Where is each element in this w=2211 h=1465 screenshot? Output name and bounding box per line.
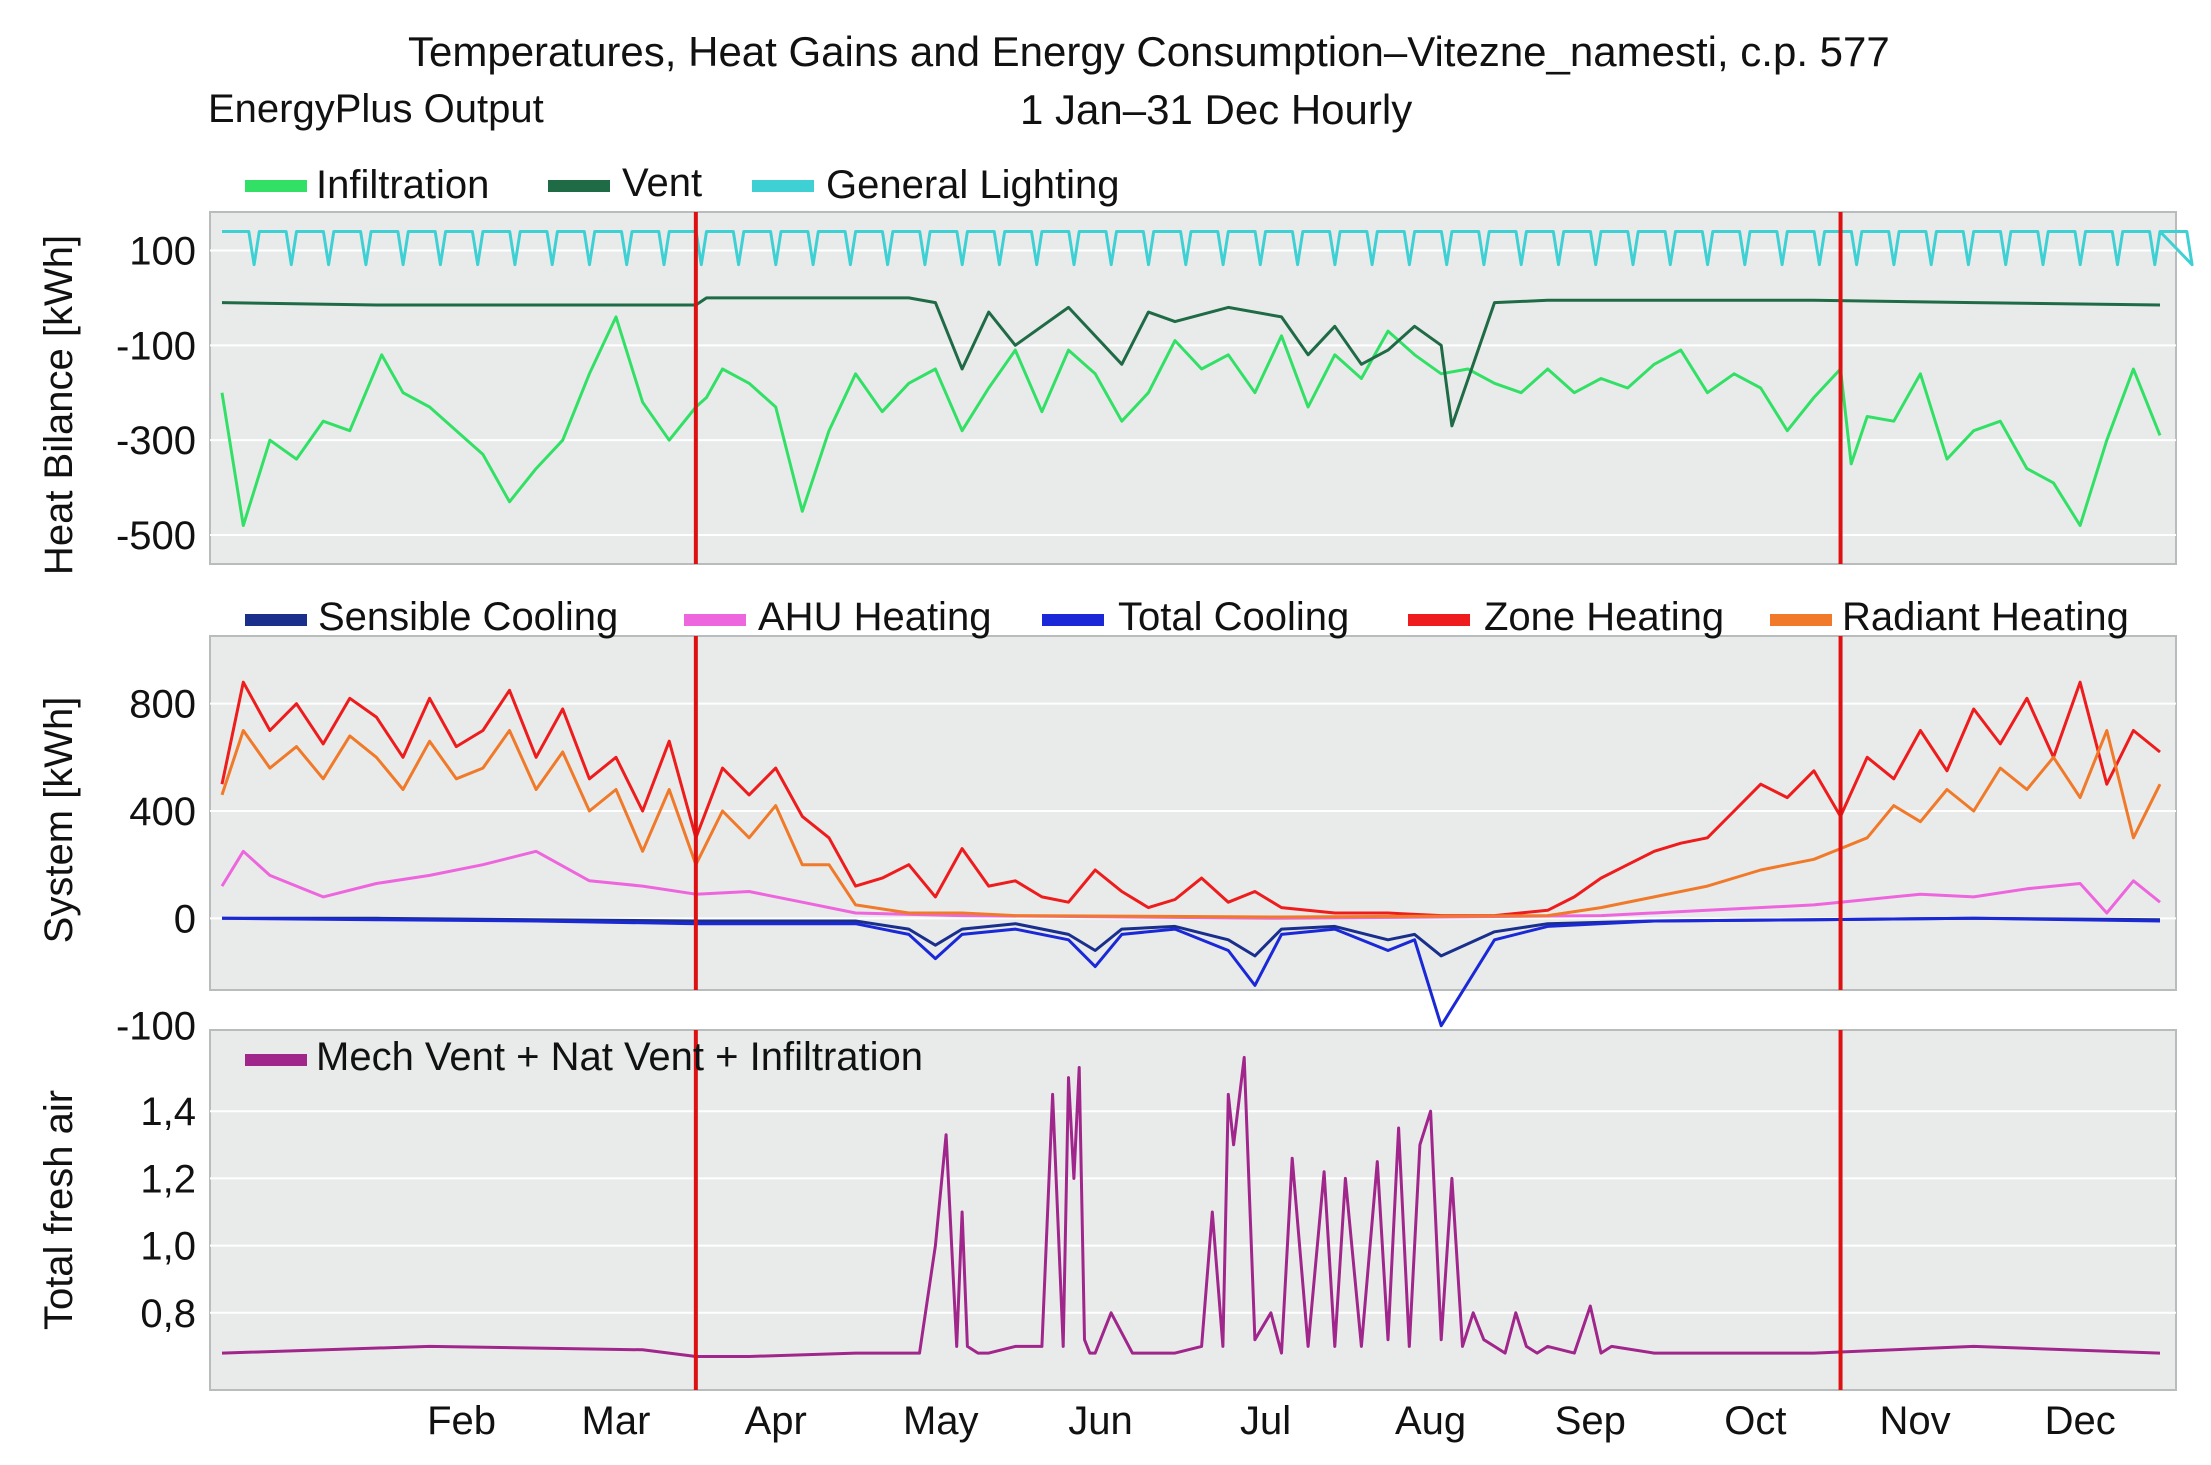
y-tick-label: 0,8 — [140, 1292, 196, 1336]
series-total-cooling — [221, 916, 2161, 1028]
y-tick-label: -300 — [116, 419, 196, 463]
fresh-air-series — [221, 1055, 2161, 1358]
legend-swatch-fresh-air — [245, 1054, 307, 1066]
y-tick-label: 400 — [129, 790, 196, 834]
legend-swatch-ahu-heating — [684, 614, 746, 626]
y-tick-label: 100 — [129, 229, 196, 273]
legend-label-zone-heating: Zone Heating — [1484, 595, 1724, 639]
y-tick-label: 0 — [174, 897, 196, 941]
series-vent — [221, 296, 2161, 428]
system-markers — [693, 636, 1843, 990]
heat-balance-grid — [210, 249, 2176, 537]
heat-balance-ylabel: Heat Bilance [kWh] — [37, 235, 81, 575]
heat-balance-y-ticks: 100 -100 -300 -500 — [116, 229, 196, 558]
legend-swatch-vent — [548, 180, 610, 192]
legend-label-sensible-cooling: Sensible Cooling — [318, 595, 618, 639]
legend-label-radiant-heating: Radiant Heating — [1842, 595, 2129, 639]
chart-source: EnergyPlus Output — [208, 87, 544, 131]
heat-balance-series — [220, 230, 2194, 527]
fresh-air-ylabel: Total fresh air — [37, 1090, 81, 1330]
legend-swatch-infiltration — [245, 180, 307, 192]
month-label-sep: Sep — [1555, 1399, 1626, 1443]
chart-period: 1 Jan–31 Dec Hourly — [1020, 86, 1412, 133]
legend-label-ahu-heating: AHU Heating — [758, 595, 991, 639]
month-label-feb: Feb — [427, 1399, 496, 1443]
heat-balance-panel: 100 -100 -300 -500 Heat Bilance [kWh] Infil… — [37, 161, 2194, 575]
series-sensible-cooling — [222, 916, 2161, 958]
x-axis-month-labels: Feb Mar Apr May Jun Jul Aug Sep Oct Nov Dec — [427, 1399, 2116, 1443]
month-label-oct: Oct — [1724, 1399, 1786, 1443]
y-tick-label: -500 — [116, 514, 196, 558]
y-tick-label: 1,0 — [140, 1225, 196, 1269]
system-panel: 800 400 0 -100 System [kWh] Sensible Coolin… — [37, 595, 2177, 1049]
legend-label-infiltration: Infiltration — [316, 163, 489, 207]
series-general-lighting — [222, 230, 2194, 267]
fresh-air-y-ticks: 1,4 1,2 1,0 0,8 — [140, 1090, 196, 1336]
heat-balance-legend: Infiltration Vent General Lighting — [245, 161, 1120, 207]
fresh-air-plot-area — [209, 1029, 2177, 1391]
system-ylabel: System [kWh] — [37, 697, 81, 944]
legend-swatch-radiant-heating — [1770, 614, 1832, 626]
month-label-nov: Nov — [1880, 1399, 1951, 1443]
month-label-may: May — [903, 1399, 979, 1443]
fresh-air-legend: Mech Vent + Nat Vent + Infiltration — [245, 1035, 923, 1079]
series-radiant-heating — [220, 729, 2162, 919]
y-tick-label: 800 — [129, 683, 196, 727]
system-y-ticks: 800 400 0 -100 — [116, 683, 196, 1049]
series-infiltration — [220, 315, 2162, 527]
y-tick-label: -100 — [116, 1005, 196, 1049]
legend-label-fresh-air: Mech Vent + Nat Vent + Infiltration — [316, 1035, 923, 1079]
legend-label-vent: Vent — [622, 161, 702, 205]
legend-label-total-cooling: Total Cooling — [1118, 595, 1349, 639]
heat-balance-markers — [693, 212, 1843, 564]
fresh-air-panel: 1,4 1,2 1,0 0,8 Total fresh air Mech Vent +… — [37, 1029, 2177, 1391]
legend-swatch-sensible-cooling — [245, 614, 307, 626]
legend-swatch-general-lighting — [752, 180, 814, 192]
y-tick-label: 1,4 — [140, 1090, 196, 1134]
y-tick-label: 1,2 — [140, 1157, 196, 1201]
series-zone-heating — [220, 680, 2161, 918]
month-label-apr: Apr — [745, 1399, 807, 1443]
series-ahu-heating — [220, 849, 2161, 920]
month-label-jul: Jul — [1240, 1399, 1291, 1443]
chart-title: Temperatures, Heat Gains and Energy Cons… — [408, 28, 1890, 75]
legend-label-general-lighting: General Lighting — [826, 163, 1120, 207]
system-legend: Sensible Cooling AHU Heating Total Cooli… — [245, 595, 2129, 639]
system-series — [220, 680, 2162, 1028]
heat-balance-plot-area — [209, 211, 2177, 565]
month-label-mar: Mar — [582, 1399, 651, 1443]
fresh-air-grid — [210, 1110, 2176, 1314]
legend-swatch-zone-heating — [1408, 614, 1470, 626]
fresh-air-markers — [693, 1030, 1843, 1390]
series-mech-vent-nat-vent-infiltration — [221, 1055, 2161, 1358]
month-label-dec: Dec — [2045, 1399, 2116, 1443]
y-tick-label: -100 — [116, 324, 196, 368]
month-label-jun: Jun — [1068, 1399, 1133, 1443]
legend-swatch-total-cooling — [1042, 614, 1104, 626]
month-label-aug: Aug — [1395, 1399, 1466, 1443]
